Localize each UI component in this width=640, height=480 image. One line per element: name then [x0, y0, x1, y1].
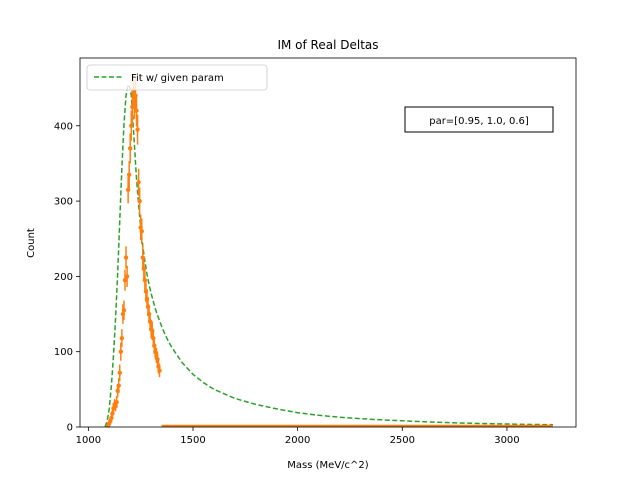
data-marker — [136, 180, 141, 185]
data-marker — [122, 277, 128, 283]
x-tick-label: 1500 — [180, 435, 205, 446]
data-point — [128, 133, 133, 164]
legend-fit-label: Fit w/ given param — [131, 73, 224, 84]
data-marker — [157, 368, 162, 373]
data-point — [135, 114, 140, 145]
data-point — [117, 364, 122, 382]
legend: Fit w/ given param — [86, 64, 268, 91]
y-tick-label: 0 — [67, 423, 73, 434]
data-point — [122, 269, 128, 291]
data-point — [139, 218, 144, 245]
data-point — [119, 329, 125, 348]
data-marker — [118, 349, 124, 354]
x-tick-label: 2000 — [285, 435, 310, 446]
y-tick-label: 100 — [54, 347, 73, 358]
data-marker — [134, 108, 139, 113]
data-point — [137, 187, 142, 215]
y-tick-label: 400 — [54, 121, 73, 132]
data-point — [157, 363, 162, 378]
axis-ticks: 1000 1500 2000 2500 3000 0 100 200 300 400 — [54, 121, 520, 446]
legend-box — [86, 64, 268, 91]
plot-area — [104, 75, 554, 428]
y-tick-label: 300 — [54, 197, 73, 208]
axes-frame — [79, 57, 577, 428]
data-point — [134, 94, 139, 127]
data-point — [126, 161, 132, 189]
data-marker — [124, 274, 130, 279]
data-marker — [135, 127, 140, 132]
data-series — [106, 75, 162, 428]
annotation-text: par=[0.95, 1.0, 0.6] — [429, 116, 529, 127]
data-marker — [123, 255, 129, 260]
data-point — [123, 246, 129, 269]
data-point — [125, 176, 131, 204]
data-marker — [116, 383, 121, 388]
data-marker — [114, 399, 119, 405]
y-axis-label: Count — [26, 228, 37, 258]
x-tick-label: 3000 — [494, 435, 519, 446]
data-marker — [128, 146, 133, 151]
data-point — [129, 110, 134, 141]
parameter-annotation: par=[0.95, 1.0, 0.6] — [404, 106, 554, 133]
x-axis-label: Mass (MeV/c^2) — [287, 460, 368, 471]
data-point — [118, 342, 124, 361]
x-tick-label: 1000 — [76, 435, 101, 446]
data-point — [136, 168, 141, 196]
data-point — [124, 265, 130, 287]
data-point — [121, 300, 127, 321]
data-marker — [126, 172, 132, 177]
data-marker — [117, 370, 122, 375]
data-marker — [129, 123, 134, 128]
data-marker — [119, 335, 125, 341]
data-marker — [137, 198, 142, 204]
data-marker — [139, 229, 144, 234]
data-point — [114, 396, 119, 409]
fit-curve-line — [104, 82, 554, 428]
data-point — [116, 378, 121, 394]
y-tick-label: 200 — [54, 272, 73, 283]
annotation-box — [404, 106, 554, 133]
data-marker — [125, 187, 131, 192]
data-marker — [121, 308, 127, 313]
x-tick-label: 2500 — [390, 435, 415, 446]
chart-title: IM of Real Deltas — [277, 38, 378, 52]
